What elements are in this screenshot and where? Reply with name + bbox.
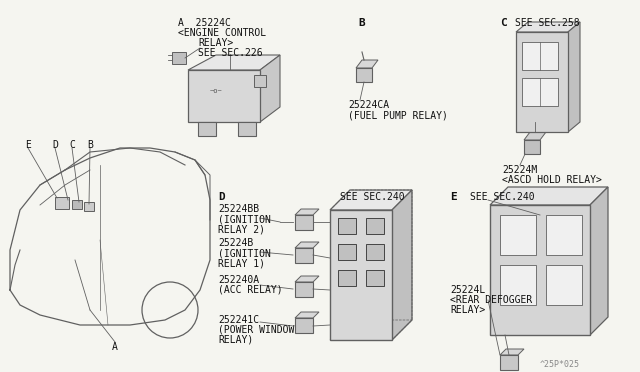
Text: 25224L: 25224L xyxy=(450,285,485,295)
Polygon shape xyxy=(590,187,608,335)
Bar xyxy=(546,265,582,305)
Text: (ACC RELAY): (ACC RELAY) xyxy=(218,285,283,295)
Polygon shape xyxy=(295,209,319,215)
Text: B: B xyxy=(87,140,93,150)
Text: RELAY 1): RELAY 1) xyxy=(218,258,265,268)
Bar xyxy=(366,270,384,286)
Text: SEE SEC.226: SEE SEC.226 xyxy=(198,48,262,58)
Polygon shape xyxy=(260,55,280,122)
Bar xyxy=(295,248,313,263)
Bar xyxy=(366,218,384,234)
Bar xyxy=(238,122,256,136)
Polygon shape xyxy=(295,312,319,318)
Text: (POWER WINDOW: (POWER WINDOW xyxy=(218,325,294,335)
Text: A: A xyxy=(112,342,118,352)
Text: SEE SEC.258: SEE SEC.258 xyxy=(515,18,580,28)
Bar xyxy=(500,215,536,255)
Text: <ENGINE CONTROL: <ENGINE CONTROL xyxy=(178,28,266,38)
Bar xyxy=(55,197,69,209)
Text: RELAY>: RELAY> xyxy=(198,38,233,48)
Bar xyxy=(500,265,536,305)
Text: D: D xyxy=(218,192,225,202)
Bar xyxy=(188,70,260,122)
Bar xyxy=(500,355,518,370)
Text: 25224M: 25224M xyxy=(502,165,537,175)
Bar xyxy=(295,282,313,297)
Bar xyxy=(546,215,582,255)
Text: <ASCD HOLD RELAY>: <ASCD HOLD RELAY> xyxy=(502,175,602,185)
Bar xyxy=(172,52,186,64)
Polygon shape xyxy=(392,190,412,340)
Bar xyxy=(72,200,82,209)
Text: <REAR DEFOGGER: <REAR DEFOGGER xyxy=(450,295,532,305)
Polygon shape xyxy=(356,60,378,68)
Bar xyxy=(295,318,313,333)
Text: RELAY): RELAY) xyxy=(218,335,253,345)
Polygon shape xyxy=(568,22,580,132)
Text: (IGNITION: (IGNITION xyxy=(218,214,271,224)
Text: 25224CA: 25224CA xyxy=(348,100,389,110)
Text: E: E xyxy=(450,192,457,202)
Text: 25224B: 25224B xyxy=(218,238,253,248)
Text: RELAY 2): RELAY 2) xyxy=(218,224,265,234)
Bar xyxy=(524,140,540,154)
Polygon shape xyxy=(188,55,280,70)
Bar xyxy=(490,205,590,335)
Polygon shape xyxy=(500,349,524,355)
Bar xyxy=(356,68,372,82)
Text: SEE SEC.240: SEE SEC.240 xyxy=(470,192,534,202)
Bar xyxy=(330,210,392,340)
Text: ^25P*025: ^25P*025 xyxy=(540,360,580,369)
Text: E: E xyxy=(25,140,31,150)
Text: 252241C: 252241C xyxy=(218,315,259,325)
Polygon shape xyxy=(490,187,608,205)
Bar xyxy=(366,244,384,260)
Bar xyxy=(522,78,558,106)
Polygon shape xyxy=(295,242,319,248)
Bar xyxy=(254,75,266,87)
Text: (IGNITION: (IGNITION xyxy=(218,248,271,258)
Bar xyxy=(338,244,356,260)
Text: C: C xyxy=(500,18,507,28)
Bar xyxy=(522,42,558,70)
Text: 252240A: 252240A xyxy=(218,275,259,285)
Bar xyxy=(198,122,216,136)
Bar xyxy=(338,218,356,234)
Text: D: D xyxy=(52,140,58,150)
Bar xyxy=(516,32,568,132)
Text: A  25224C: A 25224C xyxy=(178,18,231,28)
Text: C: C xyxy=(69,140,75,150)
Polygon shape xyxy=(524,132,546,140)
Text: 25224BB: 25224BB xyxy=(218,204,259,214)
Bar xyxy=(84,202,94,211)
Text: SEE SEC.240: SEE SEC.240 xyxy=(340,192,404,202)
Text: RELAY>: RELAY> xyxy=(450,305,485,315)
Text: ~o~: ~o~ xyxy=(210,88,223,94)
Bar xyxy=(295,215,313,230)
Polygon shape xyxy=(295,276,319,282)
Bar xyxy=(338,270,356,286)
Text: B: B xyxy=(358,18,365,28)
Text: (FUEL PUMP RELAY): (FUEL PUMP RELAY) xyxy=(348,110,448,120)
Polygon shape xyxy=(330,190,412,210)
Polygon shape xyxy=(516,22,580,32)
